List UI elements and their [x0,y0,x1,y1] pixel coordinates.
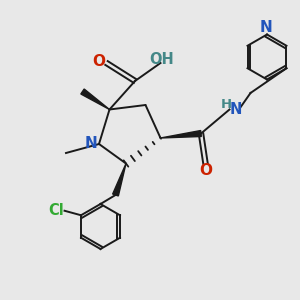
Polygon shape [160,130,201,138]
Text: N: N [84,136,97,151]
Polygon shape [81,89,110,110]
Text: N: N [260,20,273,35]
Text: O: O [92,54,106,69]
Polygon shape [113,164,126,196]
Text: Cl: Cl [48,203,64,218]
Text: H: H [221,98,232,111]
Text: N: N [229,102,242,117]
Text: OH: OH [150,52,174,68]
Text: O: O [200,163,213,178]
